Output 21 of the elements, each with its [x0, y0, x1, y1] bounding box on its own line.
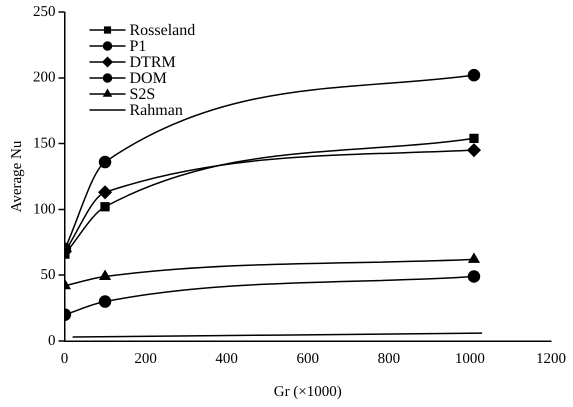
y-axis-title: Average Nu [8, 140, 25, 212]
x-tick-label: 400 [215, 350, 238, 367]
x-tick-label: 800 [378, 350, 400, 367]
x-tick-label: 1000 [454, 350, 485, 367]
y-tick-label: 200 [33, 70, 56, 86]
x-tick-label: 0 [60, 350, 68, 367]
legend-label: DTRM [130, 54, 176, 72]
x-axis-title: Gr (×1000) [274, 384, 342, 400]
y-tick-label: 150 [33, 136, 56, 152]
x-tick-label: 1200 [536, 350, 566, 367]
y-tick-label: 0 [48, 332, 56, 349]
legend-label: DOM [130, 70, 167, 88]
legend-label: Rahman [130, 102, 183, 120]
legend-label: P1 [130, 38, 146, 56]
x-tick-label: 200 [134, 350, 157, 367]
y-tick-label: 250 [33, 4, 56, 20]
x-tick-label: 600 [296, 350, 319, 367]
y-tick-label: 100 [33, 201, 56, 218]
y-tick-label: 50 [40, 267, 56, 284]
legend-label: Rosseland [130, 22, 196, 40]
legend-label: S2S [130, 86, 156, 104]
